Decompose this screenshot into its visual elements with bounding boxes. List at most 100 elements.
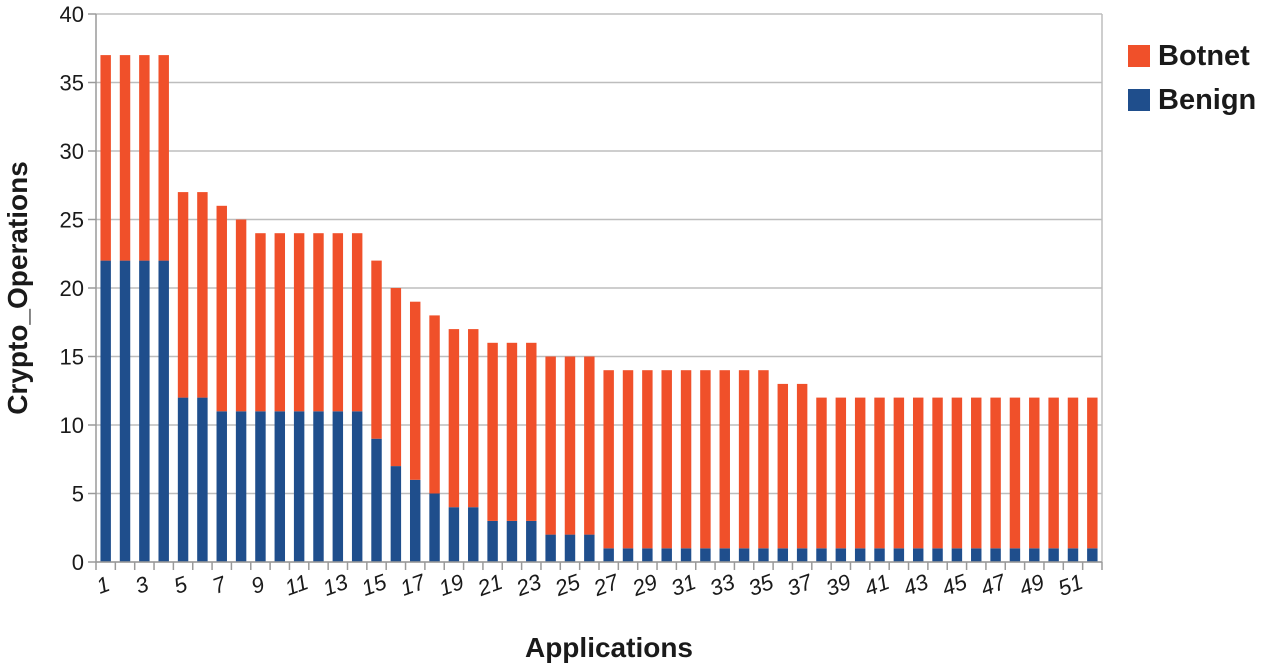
- y-tick-label: 15: [60, 345, 84, 370]
- bar-botnet-app-42: [893, 397, 905, 549]
- bar-benign-app-3: [139, 260, 150, 562]
- bar-benign-app-22: [506, 520, 518, 562]
- bar-benign-app-19: [448, 507, 460, 562]
- bar-botnet-app-17: [409, 301, 421, 480]
- bar-benign-app-45: [951, 548, 963, 562]
- y-tick-label: 35: [60, 71, 84, 96]
- bar-benign-app-41: [874, 548, 885, 562]
- bar-benign-app-26: [584, 534, 595, 562]
- bar-benign-app-39: [835, 548, 847, 562]
- bar-benign-app-8: [235, 411, 247, 562]
- y-tick-label: 30: [60, 139, 84, 164]
- x-axis-title: Applications: [525, 632, 693, 663]
- bar-botnet-app-24: [545, 356, 556, 535]
- bar-benign-app-30: [661, 548, 672, 562]
- bar-botnet-app-40: [854, 397, 866, 549]
- bar-benign-app-32: [700, 548, 711, 562]
- bar-benign-app-46: [971, 548, 982, 562]
- x-tick-label: 7: [209, 571, 230, 599]
- bar-botnet-app-16: [390, 288, 402, 467]
- bar-benign-app-37: [796, 548, 808, 562]
- legend-swatch-benign: [1128, 89, 1150, 111]
- x-tick-label: 47: [977, 569, 1009, 601]
- y-tick-label: 40: [60, 2, 84, 27]
- bar-benign-app-33: [719, 548, 730, 562]
- bar-botnet-app-7: [216, 205, 227, 412]
- bar-benign-app-14: [351, 411, 363, 562]
- bar-botnet-app-44: [932, 397, 943, 549]
- bar-botnet-app-35: [758, 370, 769, 549]
- bar-botnet-app-10: [274, 233, 286, 412]
- bar-benign-app-49: [1029, 548, 1040, 562]
- bar-benign-app-17: [409, 479, 421, 562]
- grid: [96, 13, 1102, 563]
- bar-botnet-app-51: [1067, 397, 1079, 549]
- x-tick-label: 9: [248, 571, 268, 599]
- bar-botnet-app-6: [197, 192, 208, 398]
- y-tick-label: 20: [60, 276, 84, 301]
- bar-benign-app-1: [100, 260, 111, 562]
- x-tick-label: 49: [1016, 569, 1048, 601]
- y-tick-label: 5: [72, 482, 84, 507]
- bar-benign-app-52: [1087, 548, 1098, 562]
- bar-botnet-app-3: [139, 55, 150, 261]
- y-axis-title: Crypto_Operations: [2, 161, 33, 415]
- bar-botnet-app-4: [158, 55, 169, 261]
- bar-botnet-app-19: [448, 329, 460, 508]
- bar-botnet-app-50: [1048, 397, 1059, 549]
- bar-benign-app-24: [545, 534, 556, 562]
- bar-botnet-app-11: [293, 233, 305, 412]
- bar-botnet-app-33: [719, 370, 730, 549]
- bar-benign-app-40: [854, 548, 866, 562]
- bar-botnet-app-52: [1087, 397, 1098, 549]
- x-tick-label: 11: [282, 569, 312, 600]
- bar-botnet-app-34: [738, 370, 750, 549]
- bar-benign-app-27: [603, 548, 614, 562]
- bar-benign-app-28: [622, 548, 634, 562]
- bar-botnet-app-36: [777, 383, 789, 549]
- bar-botnet-app-14: [351, 233, 363, 412]
- bar-benign-app-48: [1009, 548, 1021, 562]
- x-tick-label: 43: [900, 569, 932, 601]
- legend-item-benign: Benign: [1128, 78, 1256, 122]
- bar-benign-app-20: [468, 507, 479, 562]
- x-tick-label: 21: [473, 569, 505, 601]
- legend: Botnet Benign: [1128, 34, 1256, 122]
- bar-botnet-app-23: [526, 342, 537, 521]
- bar-botnet-app-26: [584, 356, 595, 535]
- x-tick-label: 29: [628, 569, 660, 601]
- bar-botnet-app-22: [506, 342, 518, 521]
- bar-benign-app-16: [390, 466, 402, 562]
- bar-botnet-app-12: [313, 233, 324, 412]
- bar-botnet-app-25: [564, 356, 576, 535]
- bar-botnet-app-45: [951, 397, 963, 549]
- bar-benign-app-21: [487, 520, 498, 562]
- bar-benign-app-44: [932, 548, 943, 562]
- bar-botnet-app-37: [796, 383, 808, 549]
- x-tick-label: 1: [93, 571, 113, 599]
- bar-benign-app-7: [216, 411, 227, 562]
- bar-benign-app-47: [990, 548, 1001, 562]
- y-tick-label: 0: [72, 550, 84, 575]
- bar-botnet-app-39: [835, 397, 847, 549]
- bar-benign-app-29: [642, 548, 653, 562]
- bar-benign-app-18: [429, 493, 440, 562]
- bar-botnet-app-29: [642, 370, 653, 549]
- x-tick-label: 19: [436, 569, 468, 601]
- bar-botnet-app-48: [1009, 397, 1021, 549]
- bar-botnet-app-13: [332, 233, 344, 412]
- bar-benign-app-50: [1048, 548, 1059, 562]
- bar-benign-app-12: [313, 411, 324, 562]
- legend-label-benign: Benign: [1158, 83, 1257, 116]
- bar-benign-app-5: [177, 397, 189, 562]
- bar-botnet-app-15: [371, 260, 382, 439]
- x-tick-label: 51: [1055, 569, 1087, 601]
- x-tick-label: 35: [745, 569, 777, 601]
- y-tick-label: 25: [60, 208, 84, 233]
- bar-botnet-app-9: [255, 233, 266, 412]
- bar-botnet-app-32: [700, 370, 711, 549]
- bar-botnet-app-46: [971, 397, 982, 549]
